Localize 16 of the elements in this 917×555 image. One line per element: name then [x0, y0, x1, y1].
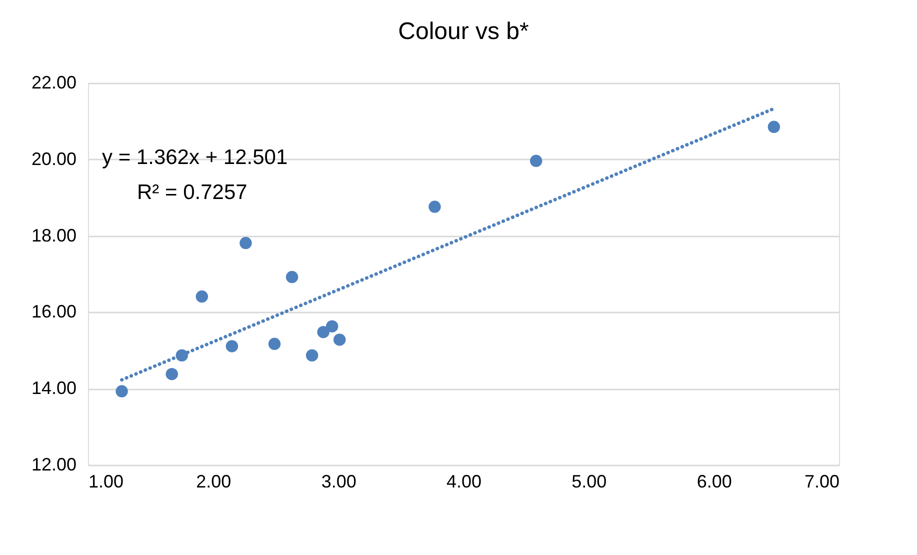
chart-title: Colour vs b*	[398, 18, 529, 45]
y-tick-label: 16.00	[31, 302, 76, 322]
x-tick-label: 4.00	[446, 472, 482, 492]
annotation: R² = 0.7257	[137, 181, 248, 204]
y-tick-label: 12.00	[31, 454, 76, 474]
x-tick-label: 1.00	[88, 472, 124, 492]
y-tick-label: 22.00	[31, 72, 76, 92]
annotation: y = 1.362x + 12.501	[102, 146, 288, 169]
x-tick-label: 7.00	[804, 472, 840, 492]
x-tick-label: 6.00	[696, 472, 732, 492]
y-tick-label: 20.00	[31, 148, 76, 169]
x-tick-label: 2.00	[196, 472, 232, 492]
y-tick-label: 18.00	[31, 225, 76, 246]
y-tick-label: 14.00	[31, 378, 76, 398]
x-tick-label: 3.00	[321, 472, 356, 492]
x-tick-label: 5.00	[572, 472, 607, 492]
